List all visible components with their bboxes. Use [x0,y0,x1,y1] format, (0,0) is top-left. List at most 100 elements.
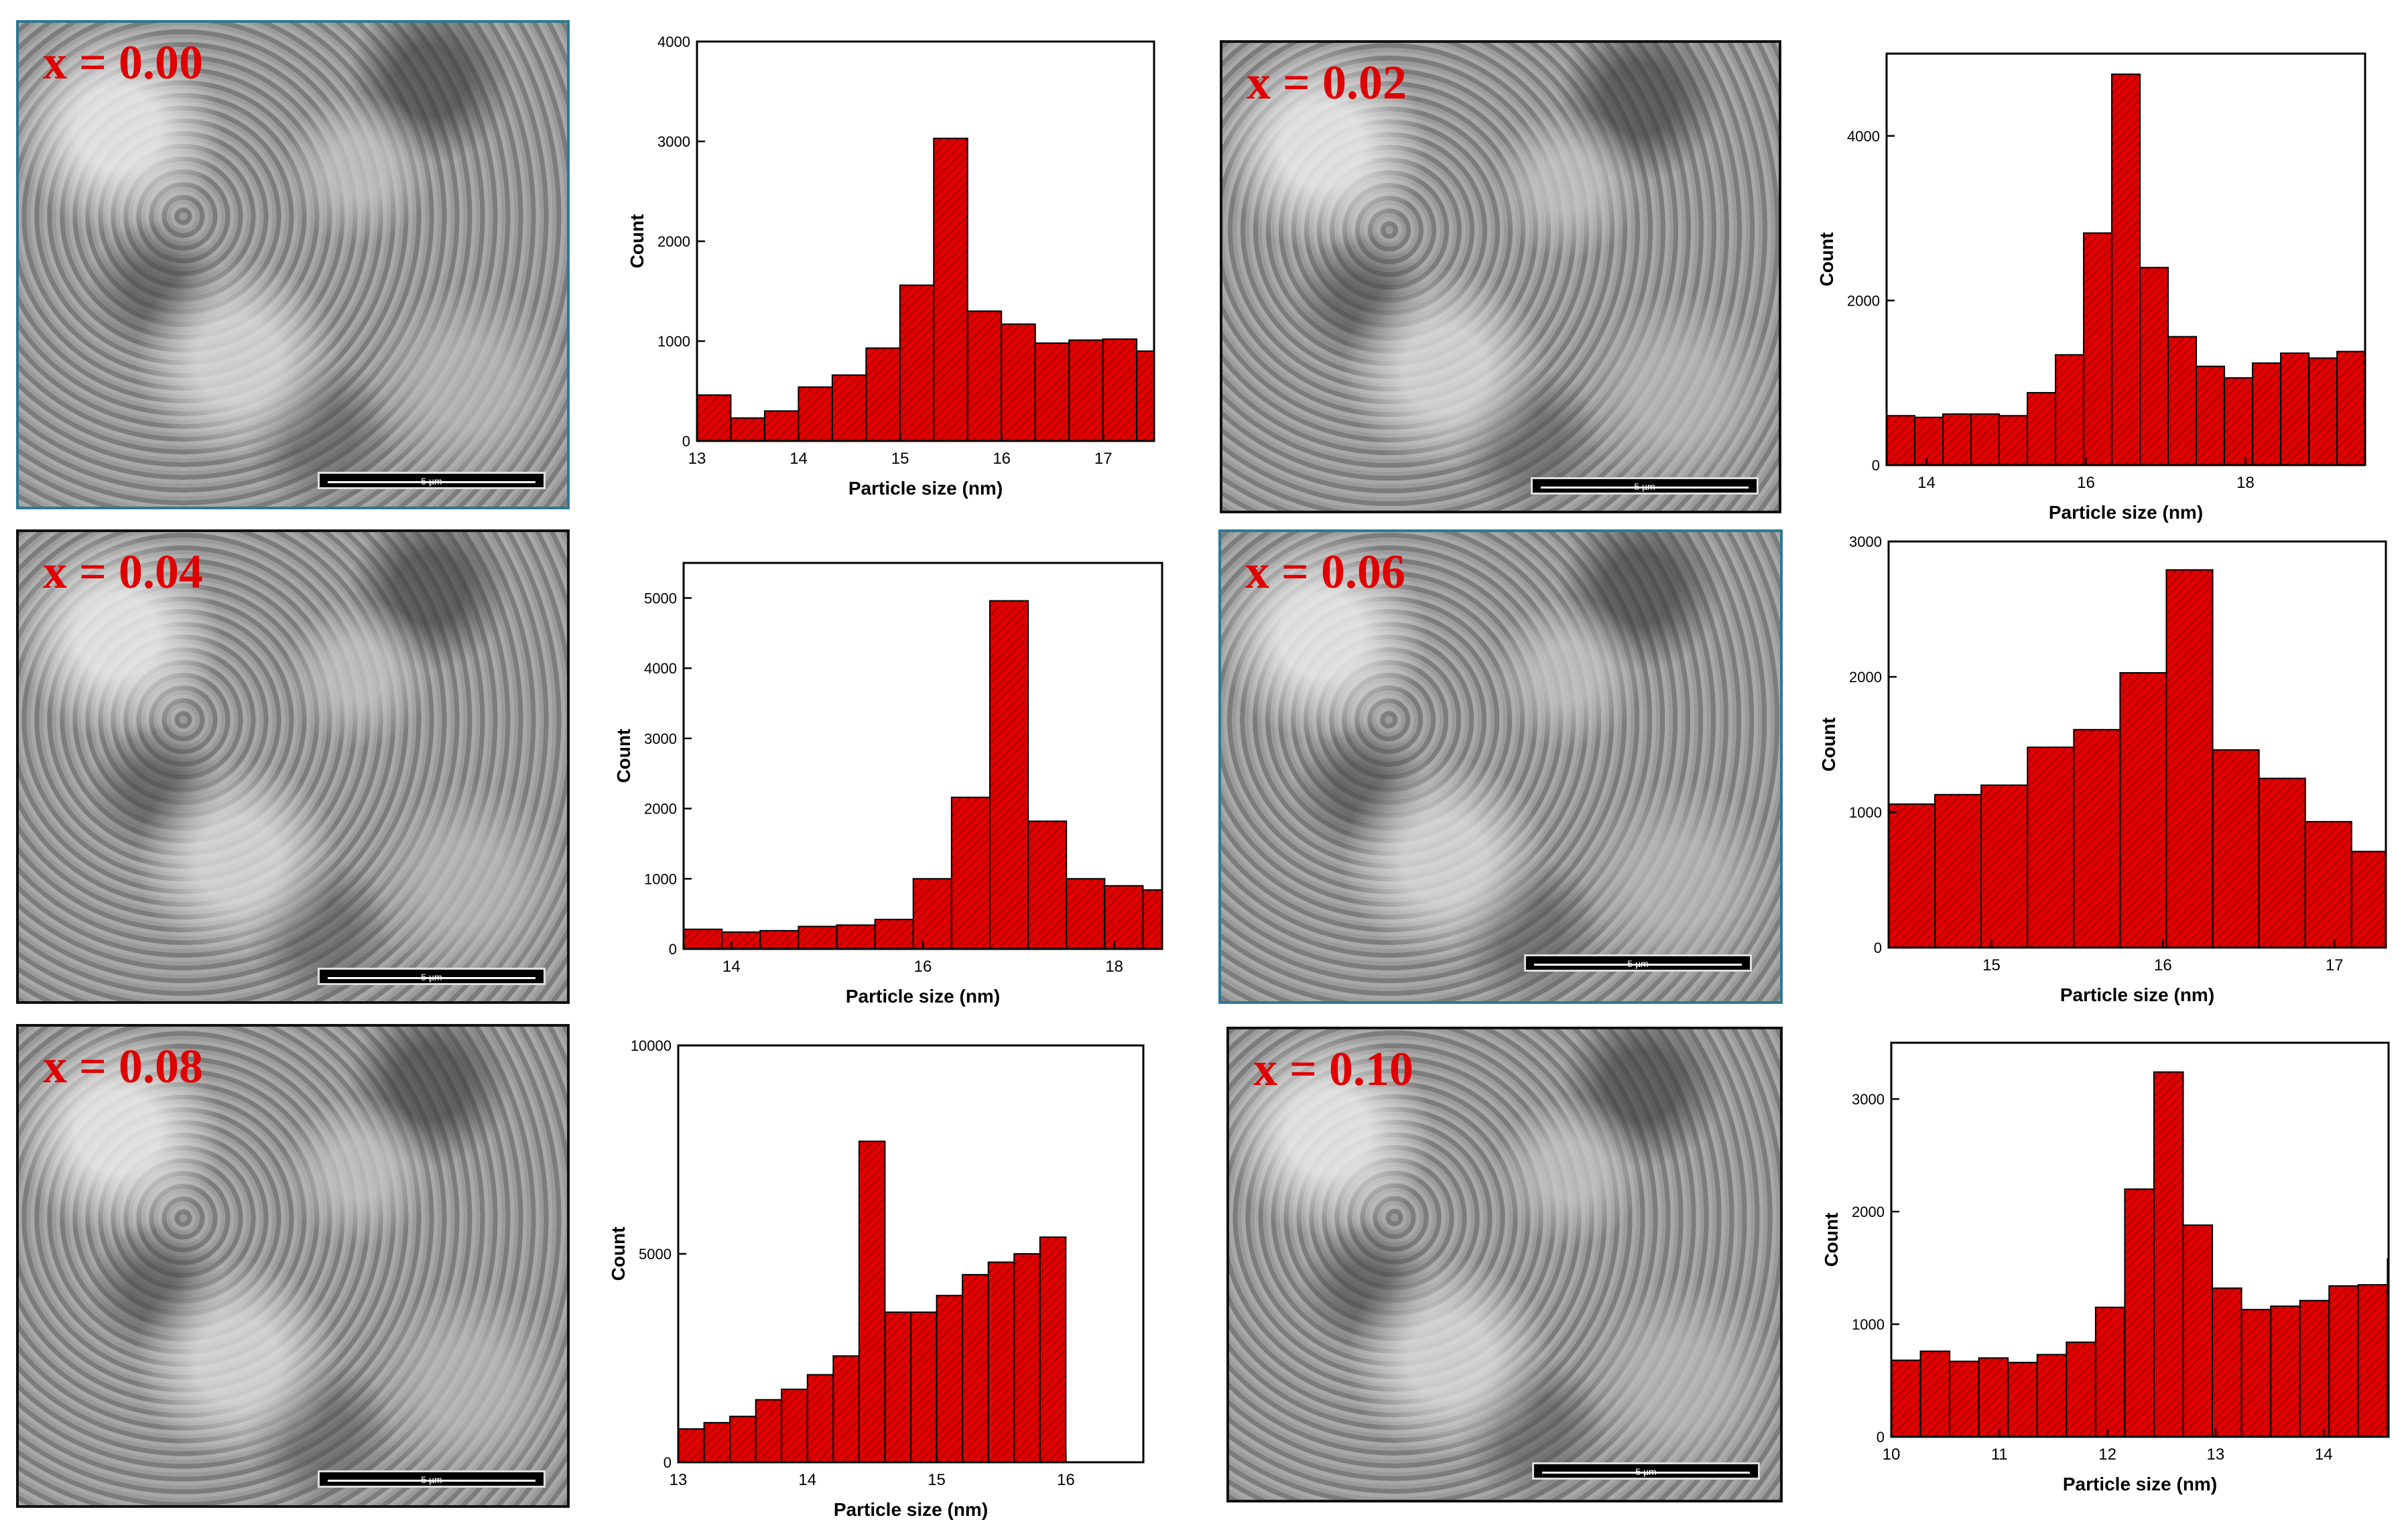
x-tick-label: 18 [2236,474,2255,492]
x-tick-label: 17 [2326,956,2344,974]
y-tick-label: 4000 [644,660,677,677]
histogram-bar [836,924,876,950]
histogram-bar [759,929,800,950]
y-tick-label: 0 [669,941,677,958]
histogram-bar [1102,338,1138,442]
histogram-bar [1027,820,1068,950]
y-tick-label: 1000 [1852,1316,1885,1333]
x-tick-label: 13 [688,450,706,468]
histogram-bar [884,1311,912,1463]
scale-bar-text: 5 µm [421,972,442,982]
histogram-x000: 13 14 15 16 17 0 1000 2000 3000 4000 Particle size… [627,34,1155,499]
histogram-bar [1136,350,1155,442]
histogram-bar [2027,391,2057,466]
y-tick-label: 3000 [1849,533,1882,550]
histogram-bar [729,1415,757,1464]
y-tick-label: 2000 [657,233,690,250]
scale-bar: 5 µm [318,472,546,489]
histogram-bar [2083,232,2113,466]
histogram-bar [1934,793,1982,948]
histogram-bar [2350,850,2387,948]
scale-bar-text: 5 µm [421,476,442,487]
histogram-bar [989,600,1029,950]
y-axis-label: Count [1821,1213,1842,1267]
composition-label: x = 0.02 [1247,56,1407,109]
x-tick-label: 13 [670,1471,688,1489]
plot-frame [1885,52,2366,466]
histogram-bar [858,1141,886,1463]
composition-label: x = 0.04 [43,545,204,598]
y-tick-label: 3000 [1852,1091,1885,1108]
y-tick-label: 0 [1874,940,1882,956]
histogram-bar [2258,777,2306,948]
histogram-bar [1949,1360,1980,1437]
y-tick-label: 2000 [1852,1204,1885,1220]
histogram-bar [1013,1253,1041,1463]
histogram-bar [874,919,914,950]
histogram-bar [2308,357,2338,466]
histogram-bar [1891,1359,1921,1438]
histogram-x004: 14 16 18 0 1000 2000 3000 4000 5000 Particle size… [613,562,1163,1007]
histogram-bar [865,347,901,442]
histogram-bar [678,1428,705,1463]
histogram-bar [703,1421,731,1463]
histogram-bar [2153,1071,2184,1438]
x-axis-label: Particle size (nm) [2063,1474,2217,1494]
x-axis-label: Particle size (nm) [846,986,1000,1007]
y-tick-label: 3000 [657,133,690,150]
scale-bar-text: 5 µm [1635,1466,1657,1477]
x-tick-label: 16 [993,450,1011,468]
y-tick-label: 0 [1872,457,1880,474]
histogram-x006: 15 16 17 0 1000 2000 3000 Particle size (nm) Cou… [1818,533,2387,1005]
histogram-bar [2252,362,2282,466]
histogram-bar [2240,1309,2272,1437]
histogram-bar [2111,73,2141,466]
y-tick-label: 5000 [644,590,677,606]
histogram-bar [2212,1287,2242,1437]
x-axis-label: Particle size (nm) [2049,502,2203,523]
x-tick-label: 14 [2315,1446,2333,1464]
composition-label: x = 0.10 [1253,1042,1414,1096]
x-tick-label: 14 [798,1471,816,1489]
histogram-bar [1942,413,1972,466]
histogram-bar [1104,885,1144,950]
histogram-bar [2124,1188,2155,1437]
y-tick-label: 5000 [639,1246,672,1263]
y-axis-label: Count [627,214,647,269]
histogram-bar [1039,1236,1067,1463]
x-tick-label: 14 [789,450,808,468]
histogram-bar [987,1261,1015,1463]
histogram-bar [1066,878,1106,950]
x-tick-label: 13 [2207,1446,2225,1464]
histogram-bar [683,928,723,950]
x-axis-label: Particle size (nm) [834,1499,988,1520]
histogram-bar [1914,416,1944,466]
x-tick-label: 16 [2154,956,2172,974]
y-axis-label: Count [613,729,634,783]
x-tick-label: 16 [2077,474,2095,492]
histogram-bar [1919,1350,1951,1438]
plot-frame [1887,540,2387,949]
histogram-bar [730,417,765,442]
scale-bar-text: 5 µm [1627,958,1649,969]
y-tick-label: 10000 [631,1037,672,1054]
histogram-bar [1888,803,1936,948]
histogram-bar [798,925,838,950]
scale-bar-text: 5 µm [1634,481,1655,492]
histogram-bar [1886,415,1916,466]
histogram-bar [912,878,952,950]
x-tick-label: 18 [1105,958,1123,976]
x-tick-label: 14 [1917,474,1936,492]
histogram-bar [966,310,1003,442]
sem-image-1: x = 0.02 5 µm [1220,40,1781,513]
x-tick-label: 16 [1057,1471,1075,1489]
y-axis-label: Count [608,1227,629,1281]
scale-bar: 5 µm [1532,1462,1760,1480]
y-tick-label: 2000 [644,801,677,818]
histogram-bar [2357,1284,2389,1438]
scale-bar-text: 5 µm [421,1474,442,1485]
histogram-bar [1999,415,2029,466]
histogram-bar [933,137,968,442]
histogram-bar [2036,1354,2068,1437]
histogram-bar [2119,671,2167,948]
